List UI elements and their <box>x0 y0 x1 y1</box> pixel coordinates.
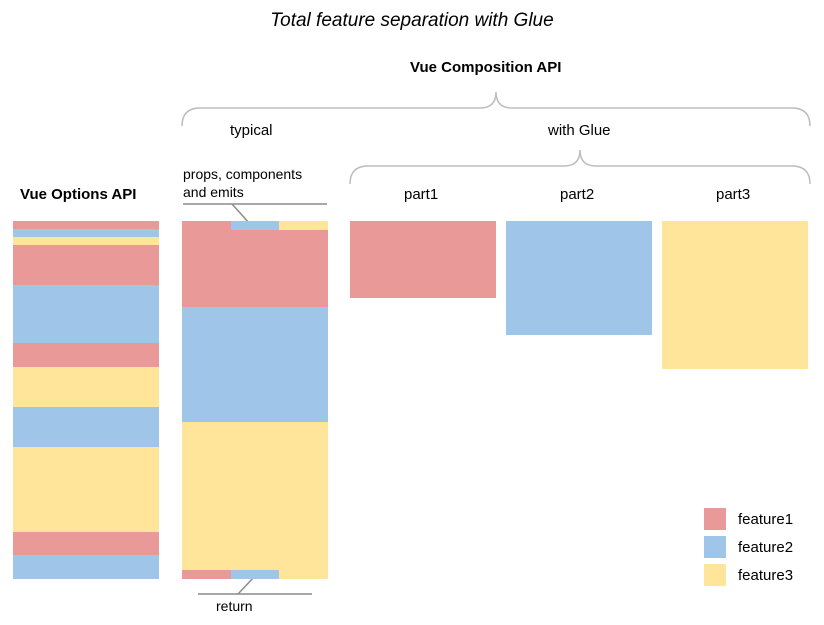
legend-label-feature2: feature2 <box>738 539 794 556</box>
part2-block <box>506 221 652 335</box>
with-glue-label: with Glue <box>548 122 611 139</box>
typical-segment-feature3 <box>182 422 328 570</box>
typical-return-feature1 <box>182 570 231 579</box>
legend-swatch-feature3 <box>704 564 726 586</box>
composition-api-label: Vue Composition API <box>410 59 562 76</box>
typical-return-feature2 <box>231 570 279 579</box>
legend-label-feature1: feature1 <box>738 511 794 528</box>
legend-swatch-feature2 <box>704 536 726 558</box>
typical-props-feature2 <box>231 221 279 230</box>
props-label-line1: props, components <box>183 166 303 182</box>
options-segment-feature1 <box>13 221 159 229</box>
options-segment-feature3 <box>13 367 159 407</box>
typical-props-feature3 <box>279 221 328 230</box>
part1-label: part1 <box>404 186 439 203</box>
return-label: return <box>216 598 253 614</box>
props-label-line2: and emits <box>183 184 244 200</box>
options-segment-feature1 <box>13 532 159 555</box>
typical-label: typical <box>230 122 273 139</box>
options-segment-feature2 <box>13 407 159 447</box>
options-segment-feature2 <box>13 229 159 237</box>
with-glue-brace <box>349 149 811 185</box>
options-segment-feature1 <box>13 245 159 285</box>
options-segment-feature2 <box>13 555 159 579</box>
part3-block <box>662 221 808 369</box>
part1-block <box>350 221 496 298</box>
part3-label: part3 <box>716 186 751 203</box>
typical-segment-feature1 <box>182 230 328 307</box>
legend-swatch-feature1 <box>704 508 726 530</box>
typical-props-feature1 <box>182 221 231 230</box>
options-segment-feature2 <box>13 285 159 343</box>
composition-brace <box>181 91 811 127</box>
options-segment-feature3 <box>13 237 159 245</box>
legend-label-feature3: feature3 <box>738 567 794 584</box>
return-pointer <box>237 575 256 595</box>
typical-return-feature3 <box>279 570 328 579</box>
options-api-label: Vue Options API <box>20 186 137 203</box>
typical-segment-feature2 <box>182 307 328 422</box>
part2-label: part2 <box>560 186 595 203</box>
options-segment-feature3 <box>13 447 159 532</box>
options-segment-feature1 <box>13 343 159 367</box>
props-pointer <box>231 203 251 225</box>
diagram-title: Total feature separation with Glue <box>270 10 554 31</box>
